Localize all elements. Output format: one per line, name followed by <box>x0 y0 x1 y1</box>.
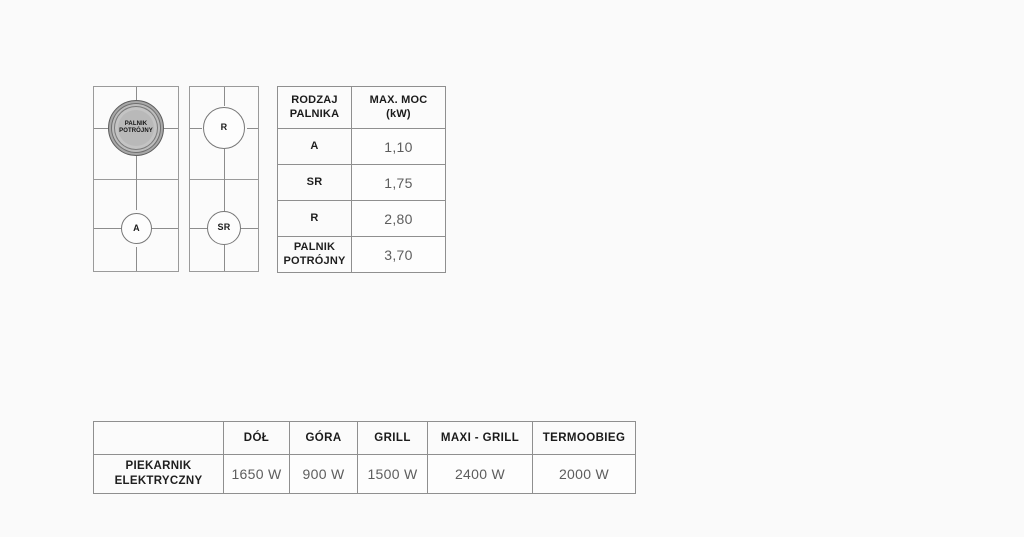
table-row: PIEKARNIK ELEKTRYCZNY 1650 W 900 W 1500 … <box>93 454 636 494</box>
burner-triple[interactable]: PALNIK POTRÓJNY <box>108 100 164 156</box>
table-row: PALNIK POTRÓJNY 3,70 <box>277 236 446 273</box>
burner-r-label: R <box>220 122 228 133</box>
table-row: A 1,10 <box>277 128 446 165</box>
cell-burner-power: 1,10 <box>351 128 446 165</box>
cell-burner-power: 2,80 <box>351 200 446 237</box>
table-header-row: RODZAJ PALNIKA MAX. MOC (kW) <box>277 86 446 129</box>
burner-r[interactable]: R <box>203 107 245 149</box>
hob-panel-left: PALNIK POTRÓJNY A <box>93 86 179 272</box>
grate-rib-horizontal <box>164 128 178 129</box>
grate-rib-vertical <box>224 149 225 179</box>
grate-rib-horizontal <box>94 228 121 229</box>
grate-rib-vertical <box>136 87 137 105</box>
cell-burner-power: 1,75 <box>351 164 446 201</box>
cell-burner-power: 3,70 <box>351 236 446 273</box>
burner-power-table: RODZAJ PALNIKA MAX. MOC (kW) A 1,10 SR 1… <box>277 86 446 273</box>
grate-rib-horizontal <box>190 228 209 229</box>
cell-power-grill: 1500 W <box>357 454 428 494</box>
grate-rib-horizontal <box>247 128 258 129</box>
table-row: R 2,80 <box>277 200 446 237</box>
header-max-power: MAX. MOC (kW) <box>351 86 446 129</box>
burner-sr-label: SR <box>217 222 231 233</box>
cell-power-gora: 900 W <box>289 454 358 494</box>
header-grill: GRILL <box>357 421 428 455</box>
header-blank <box>93 421 224 455</box>
grate-rib-horizontal <box>190 128 202 129</box>
header-dol: DÓŁ <box>223 421 290 455</box>
cell-burner-type: SR <box>277 164 352 201</box>
grate-rib-horizontal <box>94 128 109 129</box>
grate-rib-vertical <box>224 87 225 106</box>
hob-panel-right: R SR <box>189 86 259 272</box>
grate-rib-horizontal <box>152 228 178 229</box>
cell-power-maxi-grill: 2400 W <box>427 454 533 494</box>
burner-triple-label: PALNIK POTRÓJNY <box>119 120 153 135</box>
table-row: SR 1,75 <box>277 164 446 201</box>
header-burner-type: RODZAJ PALNIKA <box>277 86 352 129</box>
grate-rib-vertical <box>136 247 137 271</box>
cell-burner-type: PALNIK POTRÓJNY <box>277 236 352 273</box>
grate-rib-horizontal <box>240 228 258 229</box>
header-termoobieg: TERMOOBIEG <box>532 421 636 455</box>
cell-power-dol: 1650 W <box>223 454 290 494</box>
cell-power-termoobieg: 2000 W <box>532 454 636 494</box>
header-maxi-grill: MAXI - GRILL <box>427 421 533 455</box>
burner-a-label: A <box>133 222 140 233</box>
cell-burner-type: R <box>277 200 352 237</box>
header-gora: GÓRA <box>289 421 358 455</box>
cell-appliance-name: PIEKARNIK ELEKTRYCZNY <box>93 454 224 494</box>
cell-burner-type: A <box>277 128 352 165</box>
grate-rib-vertical <box>224 245 225 271</box>
oven-power-table: DÓŁ GÓRA GRILL MAXI - GRILL TERMOOBIEG P… <box>93 421 636 494</box>
burner-sr[interactable]: SR <box>207 211 241 245</box>
grate-rib-vertical <box>224 179 225 211</box>
grate-rib-vertical <box>136 152 137 179</box>
table-header-row: DÓŁ GÓRA GRILL MAXI - GRILL TERMOOBIEG <box>93 421 636 455</box>
burner-a[interactable]: A <box>121 213 152 244</box>
grate-rib-vertical <box>136 179 137 210</box>
